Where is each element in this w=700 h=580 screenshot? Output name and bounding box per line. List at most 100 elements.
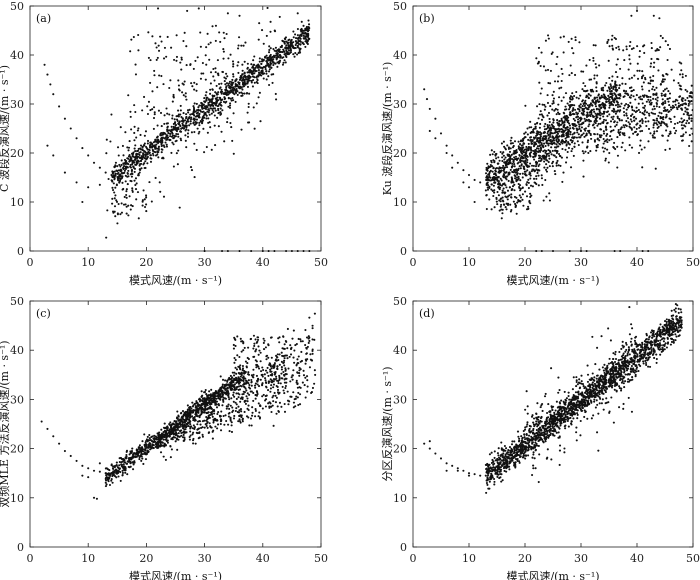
scatter-point [608,90,612,93]
scatter-point [105,138,108,141]
scatter-point [181,91,184,94]
scatter-point [180,56,183,59]
scatter-point [214,91,217,94]
scatter-point [284,61,287,64]
scatter-point [156,141,160,144]
scatter-point [287,47,290,50]
scatter-point [225,420,228,423]
scatter-point [126,473,129,476]
scatter-point [527,186,530,190]
scatter-point [123,461,126,464]
scatter-point [549,82,552,85]
scatter-point [660,92,663,95]
scatter-point [254,397,257,400]
scatter-point [285,249,288,252]
scatter-point [107,478,110,481]
scatter-point [196,423,199,426]
scatter-point [680,135,683,138]
scatter-point [233,371,236,374]
scatter-point [456,161,459,164]
scatter-point [176,424,179,427]
scatter-point [649,82,652,85]
scatter-point [539,141,542,144]
scatter-point [542,139,545,142]
scatter-point [573,142,576,145]
scatter-point [150,157,153,160]
scatter-point [602,115,605,118]
scatter-point [608,76,611,80]
scatter-point [684,88,687,91]
scatter-point [206,32,209,35]
scatter-point [194,59,197,62]
scatter-point [539,150,542,153]
scatter-point [279,50,283,54]
scatter-point [179,420,182,423]
scatter-point [177,135,180,138]
scatter-point [599,107,603,110]
scatter-point [214,104,217,107]
scatter-point [445,144,448,147]
scatter-point [224,379,227,382]
scatter-point [546,114,549,117]
scatter-point [210,148,213,151]
scatter-point [268,65,271,68]
scatter-point [545,127,548,130]
scatter-point [570,150,573,153]
scatter-point [657,69,660,72]
scatter-point [640,98,644,101]
scatter-point [551,51,554,54]
scatter-point [523,132,526,135]
scatter-point [639,95,642,98]
scatter-point [579,106,582,109]
scatter-point [635,94,638,97]
scatter-point [537,154,541,157]
scatter-point [501,196,504,199]
scatter-point [543,166,546,169]
scatter-point [593,97,596,100]
scatter-point [555,156,558,159]
scatter-point [292,53,295,56]
scatter-point [555,131,558,134]
scatter-point [527,205,530,208]
scatter-point [134,144,137,147]
scatter-point [170,151,173,154]
scatter-point [681,121,684,124]
scatter-point [653,119,656,122]
scatter-point [116,466,119,469]
scatter-point [639,124,642,127]
scatter-point [504,206,507,209]
scatter-point [210,112,213,115]
scatter-point [544,144,547,148]
scatter-point [667,90,670,93]
scatter-point [250,79,253,82]
scatter-point [661,102,664,105]
scatter-point [110,479,113,482]
scatter-point [222,400,225,403]
scatter-point [215,84,218,87]
scatter-point [623,114,626,117]
scatter-point [526,169,529,172]
scatter-point [141,109,144,112]
scatter-point [552,100,555,103]
scatter-point [272,400,275,403]
scatter-point [619,105,622,108]
scatter-point [600,87,603,90]
scatter-point [538,131,542,134]
scatter-point [560,140,563,143]
scatter-point [104,171,107,174]
scatter-point [570,139,573,142]
scatter-point [248,92,251,95]
scatter-point [156,147,159,150]
scatter-point [533,153,536,156]
scatter-point [151,148,154,151]
scatter-point [250,249,253,252]
scatter-point [210,397,213,400]
scatter-point [257,96,260,99]
scatter-point [649,103,652,106]
scatter-point [126,183,129,186]
scatter-point [297,337,300,340]
scatter-point [257,69,260,72]
scatter-point [500,169,503,172]
scatter-point [177,419,180,422]
